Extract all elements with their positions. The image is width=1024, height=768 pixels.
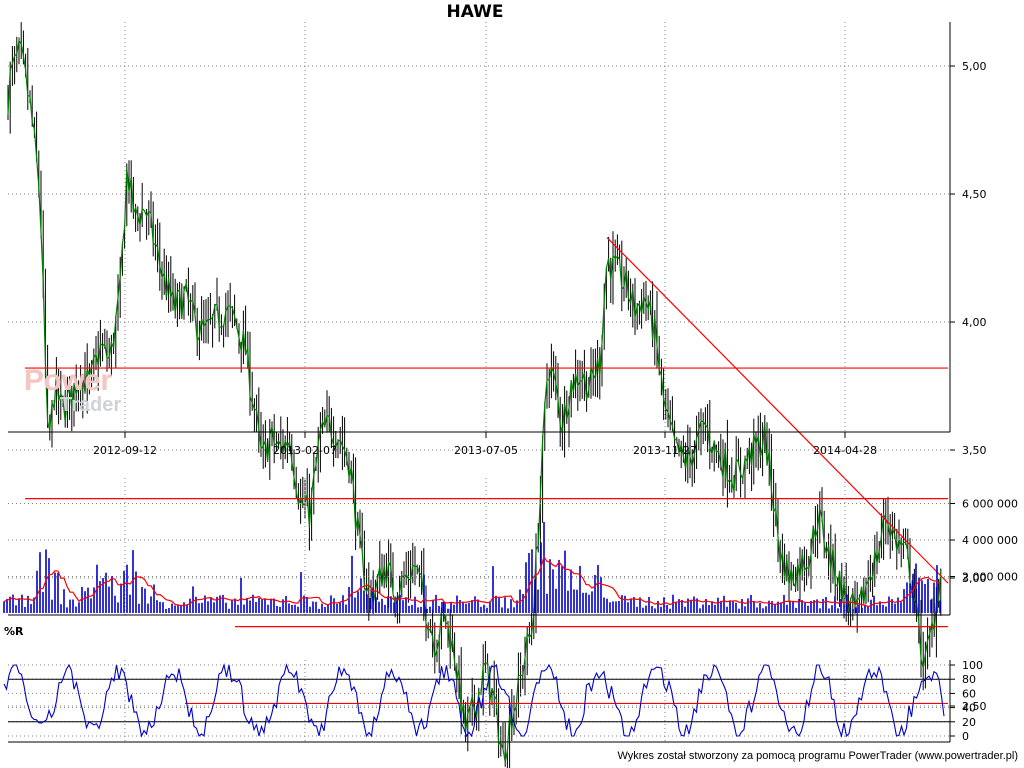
williams-r-ytick-label: 80 (962, 673, 976, 686)
volume-ytick-label: 4 000 000 (962, 534, 1018, 547)
williams-r-line (3, 662, 945, 738)
price-x-ticks: 2012-09-12 2013-02-07 2013-07-05 2013-11-27… (93, 432, 877, 457)
price-ytick-label: 2,50 (962, 700, 987, 713)
volume-grid (8, 478, 950, 615)
volume-bars (3, 522, 941, 613)
price-candles (7, 22, 942, 768)
price-ytick-label: 5,00 (962, 60, 987, 73)
chart-title: HAWE (446, 2, 504, 22)
williams-r-ytick-label: 60 (962, 687, 976, 700)
williams-r-ytick-label: 100 (962, 659, 983, 672)
williams-r-label: %R (4, 625, 24, 638)
price-xtick-label: 2013-07-05 (454, 444, 518, 457)
price-ytick-label: 3,00 (962, 572, 987, 585)
williams-r-ytick-label: 20 (962, 716, 976, 729)
volume-ytick-label: 6 000 000 (962, 498, 1018, 511)
footer-credit: Wykres został stworzony za pomocą progra… (617, 750, 1018, 762)
price-ytick-label: 4,50 (962, 188, 987, 201)
williams-r-levels (8, 678, 950, 723)
volume-ytick-label: 2 000 000 (962, 571, 1018, 584)
volume-average-line (3, 555, 941, 608)
price-xtick-label: 2013-02-07 (273, 444, 337, 457)
price-xtick-label: 2012-09-12 (93, 444, 157, 457)
williams-r-ytick-label: 0 (962, 730, 969, 743)
volume-y-ticks: 6 000 000 4 000 000 2 000 000 (950, 498, 1018, 584)
price-y-ticks: 5,00 4,50 4,00 3,50 3,00 2,50 (950, 60, 987, 713)
price-ytick-label: 4,00 (962, 316, 987, 329)
price-grid (8, 22, 950, 707)
price-panel: 5,00 4,50 4,00 3,50 3,00 2,50 2012-09-12 2013-… (7, 22, 987, 768)
price-xtick-label: 2014-04-28 (813, 444, 877, 457)
volume-panel: 6 000 000 4 000 000 2 000 000 (3, 478, 1018, 616)
trend-line (606, 237, 949, 584)
price-close-line (7, 38, 942, 762)
williams-r-ytick-label: 40 (962, 702, 976, 715)
price-ytick-label: 3,50 (962, 444, 987, 457)
price-xtick-label: 2013-11-27 (633, 444, 697, 457)
